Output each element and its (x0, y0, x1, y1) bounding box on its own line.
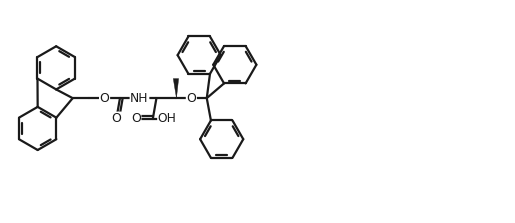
Text: O: O (186, 92, 196, 105)
Text: O: O (99, 92, 110, 105)
Polygon shape (173, 79, 179, 98)
Text: NH: NH (130, 92, 149, 105)
Text: OH: OH (158, 112, 177, 125)
Text: O: O (131, 112, 141, 125)
Text: O: O (111, 112, 122, 125)
